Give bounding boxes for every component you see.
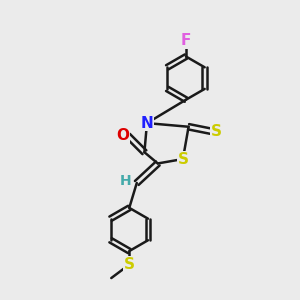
Text: S: S [211, 124, 222, 139]
Text: S: S [124, 257, 135, 272]
Text: O: O [116, 128, 129, 143]
Text: H: H [120, 175, 131, 188]
Text: N: N [141, 116, 153, 130]
Text: S: S [177, 152, 188, 166]
Text: F: F [181, 33, 191, 48]
